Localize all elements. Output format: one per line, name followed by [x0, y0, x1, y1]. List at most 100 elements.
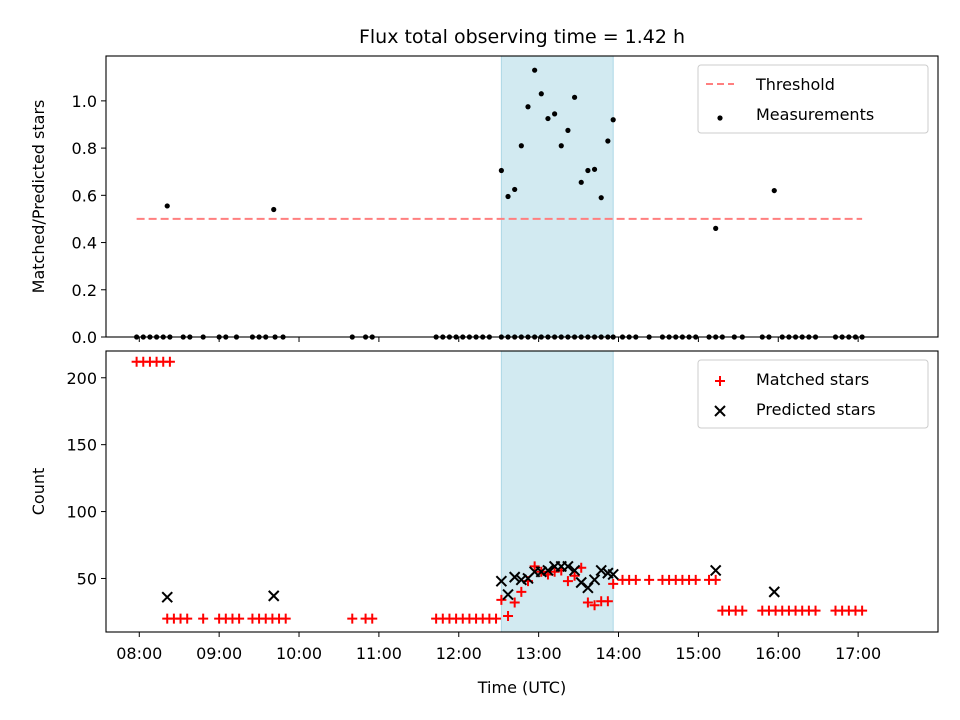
x-tick-label: 14:00 [595, 644, 641, 663]
matched-star-point [857, 605, 868, 616]
measurement-point [571, 94, 578, 100]
measurement-point [610, 117, 616, 123]
x-tick-label: 08:00 [116, 644, 162, 663]
matched-star-point [182, 613, 193, 624]
y-tick-label: 0.0 [72, 328, 97, 347]
matched-star-point [602, 596, 613, 607]
measurement-point [525, 104, 531, 110]
legend: Matched stars Predicted stars [697, 359, 929, 429]
matched-star-point [589, 600, 600, 611]
measurement-point [598, 195, 604, 201]
measurement-point [558, 143, 564, 149]
measurement-point [498, 167, 504, 174]
measurement-point [591, 166, 598, 172]
y-tick-label: 200 [66, 369, 97, 388]
panel-frame [105, 55, 939, 338]
y-tick-label: 1.0 [72, 92, 97, 111]
measurement-point [578, 179, 584, 185]
y-tick-label: 0.4 [72, 234, 97, 253]
predicted-star-point [709, 564, 722, 577]
matched-star-point [347, 613, 358, 624]
predicted-star-point [768, 586, 780, 598]
matched-star-point [549, 566, 560, 577]
measurement-point [532, 67, 538, 73]
measurement-point [164, 203, 170, 209]
matched-star-point [509, 597, 520, 608]
matched-star-point [562, 576, 573, 587]
x-tick-label: 11:00 [356, 644, 402, 663]
measurement-point [545, 115, 551, 122]
legend: Threshold Measurements [697, 64, 929, 134]
matched-star-point [491, 613, 502, 624]
matched-star-point [569, 570, 580, 581]
predicted-star-point [607, 568, 619, 581]
legend-label: Matched stars [756, 370, 869, 389]
x-tick-label: 17:00 [835, 644, 881, 663]
panel-2: 50 100 150 200 08:00 09:00 10:00 11:00 12:00 13:0… [29, 350, 939, 697]
y-tick-label: 0.6 [72, 186, 97, 205]
matched-star-point [737, 605, 748, 616]
observing-window-span [500, 350, 614, 633]
legend-predicted-swatch [714, 405, 726, 417]
measurement-point [771, 187, 777, 194]
legend-label: Measurements [756, 105, 874, 124]
legend-box [697, 359, 929, 429]
measurement-point [585, 167, 591, 174]
predicted-star-point [161, 591, 173, 603]
matched-star-point [608, 578, 619, 589]
x-tick-label: 10:00 [276, 644, 322, 663]
predicted-star-point [502, 588, 514, 601]
predicted-star-point [562, 560, 574, 573]
predicted-star-point [542, 564, 554, 577]
predicted-star-point [588, 574, 601, 586]
matched-star-point [503, 610, 514, 621]
measurement-point [512, 186, 518, 193]
panel-1: 0.0 0.2 0.4 0.6 0.8 1.0 Matched/Predicted star… [29, 55, 939, 347]
predicted-star-point [595, 564, 607, 577]
matched-star-point [710, 574, 721, 585]
x-tick-label: 15:00 [675, 644, 721, 663]
measurement-point [605, 138, 611, 144]
x-tick-label: 13:00 [516, 644, 562, 663]
panel-frame [105, 350, 939, 633]
measurement-point [271, 206, 277, 213]
legend-label: Predicted stars [756, 400, 876, 419]
series-matched-stars [131, 356, 868, 624]
x-tick-label: 09:00 [196, 644, 242, 663]
matched-star-point [367, 613, 378, 624]
predicted-star-point [495, 575, 508, 587]
matched-star-point [582, 597, 593, 608]
measurement-point [538, 91, 544, 97]
y-tick-label: 100 [66, 503, 97, 522]
legend-measurements-swatch [717, 115, 723, 121]
matched-star-point [529, 561, 540, 572]
measurement-point [713, 225, 719, 231]
measurement-point [518, 143, 524, 149]
matched-star-point [690, 574, 701, 585]
x-axis-label: Time (UTC) [477, 678, 566, 697]
matched-star-point [630, 574, 641, 585]
y-axis-label: Matched/Predicted stars [29, 100, 48, 294]
matched-star-point [810, 605, 821, 616]
y-tick-label: 150 [66, 436, 97, 455]
y-tick-label: 50 [77, 569, 97, 588]
predicted-star-point [568, 564, 581, 577]
chart-title: Flux total observing time = 1.42 h [359, 26, 685, 48]
matched-star-point [496, 594, 507, 605]
series-predicted-stars [161, 560, 780, 603]
matched-star-point [198, 613, 209, 624]
predicted-star-point [508, 571, 521, 583]
matched-star-point [280, 613, 291, 624]
x-tick-label: 12:00 [436, 644, 482, 663]
matched-star-point [516, 586, 527, 597]
y-tick-label: 0.2 [72, 281, 97, 300]
legend-label: Threshold [755, 75, 835, 94]
observing-window-span [500, 55, 614, 338]
measurement-point [505, 193, 511, 200]
predicted-star-point [268, 590, 280, 602]
y-tick-label: 0.8 [72, 139, 97, 158]
matched-star-point [644, 574, 655, 585]
measurement-point [552, 111, 558, 117]
x-tick-label: 16:00 [755, 644, 801, 663]
